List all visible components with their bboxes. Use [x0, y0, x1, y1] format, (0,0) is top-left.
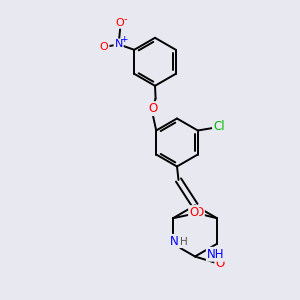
- Text: O: O: [189, 206, 198, 219]
- Text: H: H: [179, 237, 187, 247]
- Text: -: -: [124, 14, 127, 24]
- Text: O: O: [148, 102, 157, 115]
- Text: Cl: Cl: [213, 120, 225, 134]
- Text: O: O: [195, 206, 204, 219]
- Text: N: N: [170, 235, 179, 248]
- Text: N: N: [114, 39, 123, 50]
- Text: O: O: [215, 257, 224, 270]
- Text: O: O: [116, 18, 124, 28]
- Text: NH: NH: [207, 248, 224, 261]
- Text: +: +: [120, 34, 127, 43]
- Text: O: O: [100, 42, 109, 52]
